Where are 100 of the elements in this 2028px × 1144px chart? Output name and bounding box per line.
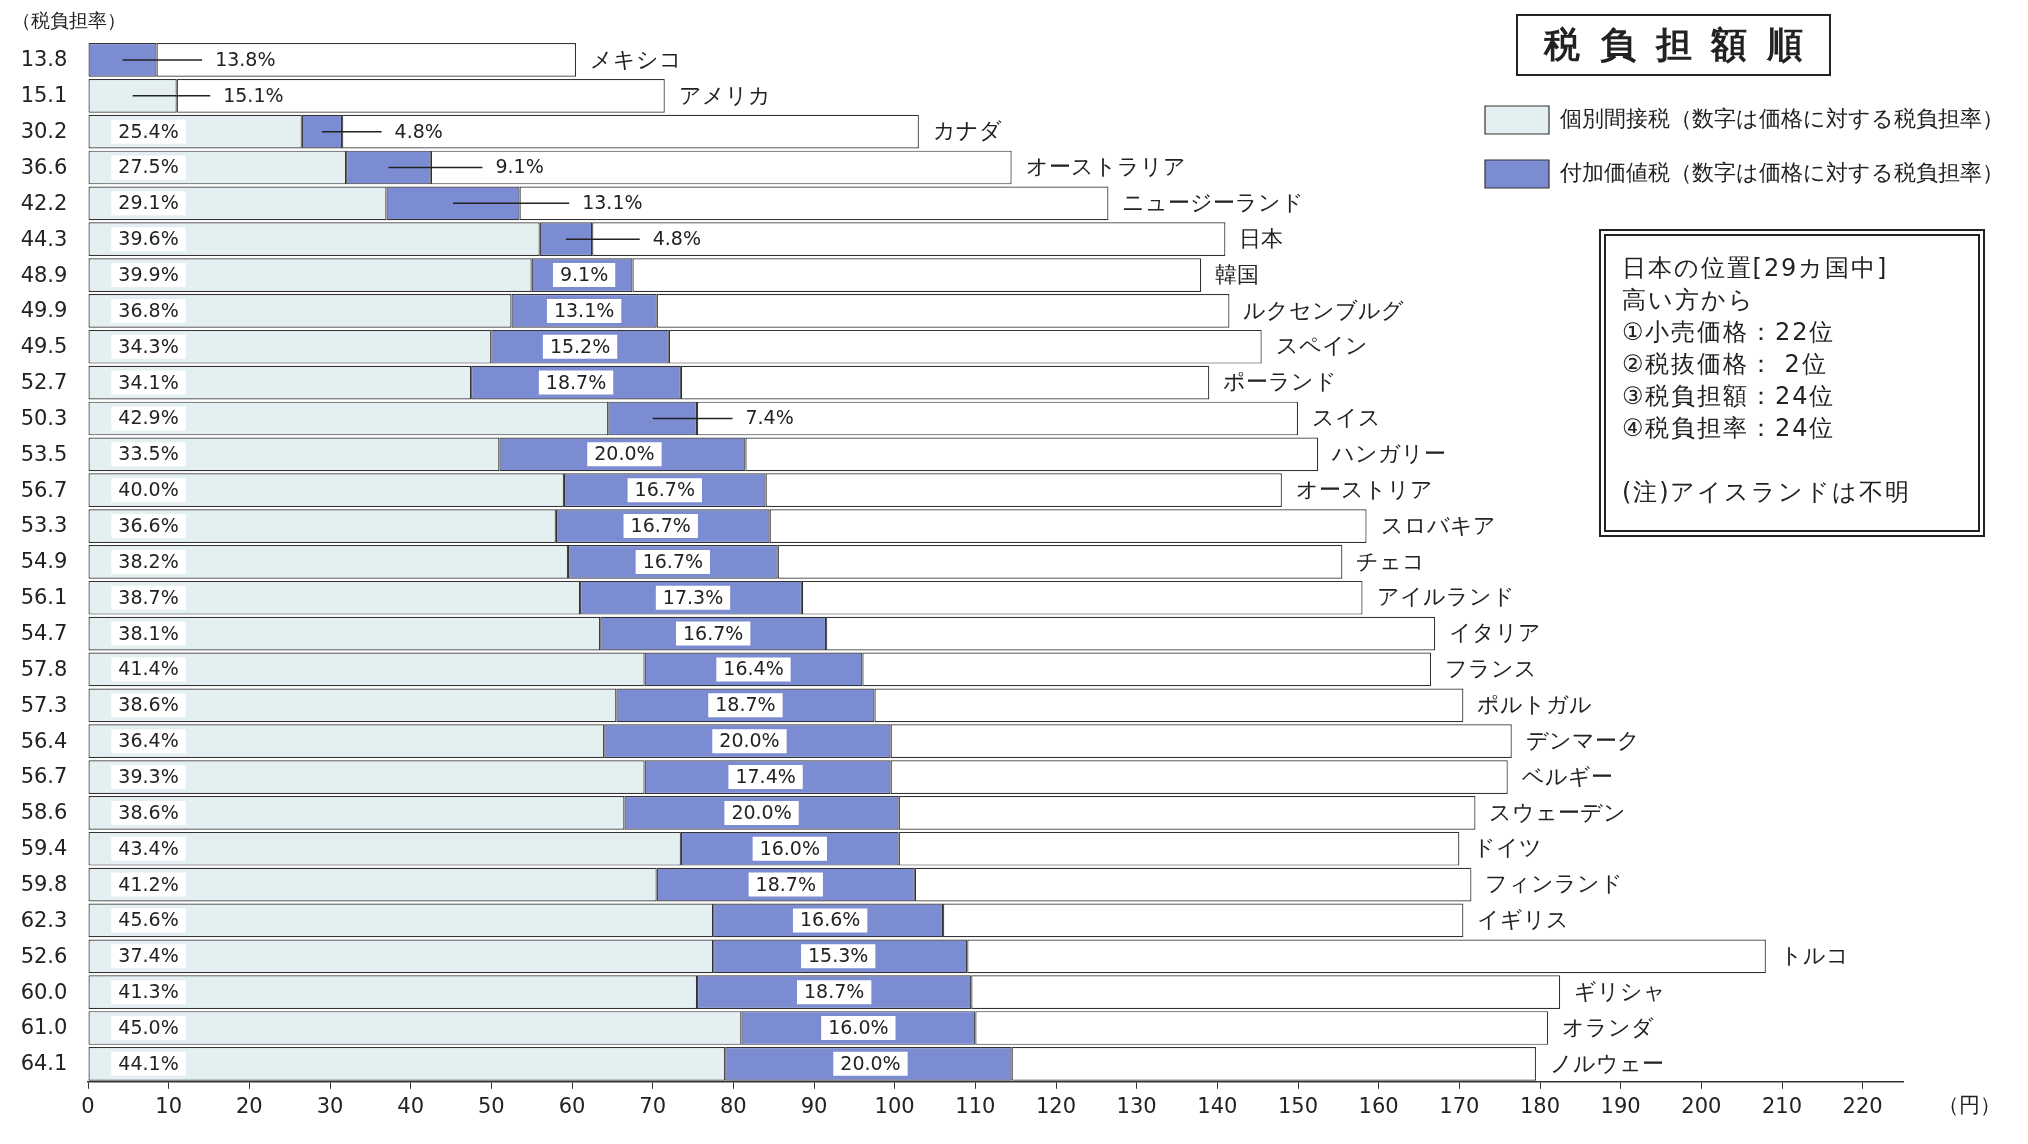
annotation: 日本の位置[29カ国中] bbox=[1622, 253, 1890, 284]
text: 56.7 bbox=[20, 477, 68, 502]
annotation: 40.0% bbox=[118, 478, 179, 501]
x-tick-label: 160 bbox=[1358, 1093, 1399, 1118]
y-tick-label: スロバキア bbox=[1380, 512, 1496, 538]
text: 60.0 bbox=[20, 979, 68, 1004]
x-tick-label: 110 bbox=[955, 1093, 996, 1118]
annotation: 38.6% bbox=[118, 800, 179, 823]
y-tick-label: イタリア bbox=[1449, 620, 1542, 646]
text: 59.4 bbox=[20, 836, 68, 861]
annotation: 16.7% bbox=[634, 478, 695, 501]
x-tick-label: 170 bbox=[1439, 1093, 1480, 1118]
text: 44.3 bbox=[20, 226, 68, 251]
annotation: 18.7% bbox=[715, 693, 776, 716]
text: 30.2 bbox=[20, 119, 68, 144]
annotation: 45.6% bbox=[118, 908, 179, 931]
annotation: 9.1% bbox=[495, 155, 544, 178]
annotation: 42.9% bbox=[118, 406, 179, 429]
annotation: 9.1% bbox=[559, 263, 609, 285]
annotation: 44.1% bbox=[118, 1051, 179, 1074]
annotation: 4.8% bbox=[652, 227, 702, 250]
text: 54.9 bbox=[20, 549, 68, 574]
annotation: 38.2% bbox=[118, 549, 179, 572]
text: 57.3 bbox=[20, 692, 68, 717]
x-tick-label: 10 bbox=[155, 1093, 183, 1118]
text: 52.7 bbox=[20, 370, 68, 395]
annotation: 41.2% bbox=[118, 872, 179, 895]
annotation: 18.7% bbox=[755, 872, 816, 895]
text: 42.2 bbox=[20, 190, 68, 215]
annotation: ④税負担率：24位 bbox=[1622, 413, 1837, 444]
x-tick-label: 50 bbox=[477, 1093, 505, 1118]
y-tick-label: フランス bbox=[1445, 656, 1538, 682]
y-tick-label: ベルギー bbox=[1521, 763, 1613, 789]
x-tick-label: 220 bbox=[1842, 1093, 1883, 1118]
annotation: 45.0% bbox=[118, 1015, 179, 1038]
y-tick-label: オーストリア bbox=[1295, 476, 1433, 502]
text: 58.6 bbox=[20, 800, 68, 825]
y-tick-label: アメリカ bbox=[678, 82, 771, 108]
y-tick-label: 韓国 bbox=[1215, 261, 1260, 287]
x-tick-label: 70 bbox=[639, 1093, 667, 1118]
y-tick-label: ギリシャ bbox=[1574, 978, 1667, 1004]
text: 53.3 bbox=[20, 513, 68, 538]
x-axis-title: （円） bbox=[1937, 1092, 2001, 1117]
y-tick-label: カナダ bbox=[932, 118, 1002, 144]
y-tick-label: アイルランド bbox=[1376, 584, 1515, 610]
annotation: 17.4% bbox=[735, 764, 796, 787]
y-tick-label: チェコ bbox=[1356, 548, 1426, 574]
annotation: 16.0% bbox=[759, 836, 820, 859]
y-tick-label: ハンガリー bbox=[1331, 441, 1447, 467]
annotation: 高い方から bbox=[1622, 285, 1756, 316]
legend-label: 個別間接税（数字は価格に対する税負担率） bbox=[1560, 105, 2004, 131]
text: 49.5 bbox=[20, 334, 68, 359]
y-tick-label: トルコ bbox=[1779, 943, 1849, 969]
annotation: 38.6% bbox=[118, 693, 179, 716]
chart-title: 税負担額順 bbox=[1516, 14, 1831, 76]
y-tick-label: オランダ bbox=[1562, 1014, 1655, 1040]
text: 56.1 bbox=[20, 585, 68, 610]
text: 13.8 bbox=[20, 47, 68, 72]
y-tick-label: ポルトガル bbox=[1477, 692, 1593, 718]
y-tick-label: メキシコ bbox=[590, 46, 683, 72]
text: 64.1 bbox=[20, 1051, 68, 1076]
text: 49.9 bbox=[20, 298, 68, 323]
annotation: 34.1% bbox=[118, 370, 179, 393]
y-tick-label: ニュージーランド bbox=[1122, 190, 1305, 216]
y-tick-label: スウェーデン bbox=[1489, 799, 1627, 825]
annotation: 20.0% bbox=[840, 1051, 901, 1074]
x-tick-label: 150 bbox=[1277, 1093, 1319, 1118]
text: 36.6 bbox=[20, 154, 68, 179]
annotation: 34.3% bbox=[118, 334, 179, 357]
x-tick-label: 90 bbox=[800, 1093, 828, 1118]
annotation: 38.7% bbox=[118, 585, 179, 608]
annotation: 39.6% bbox=[118, 227, 179, 250]
text: （税負担率） bbox=[12, 8, 126, 31]
annotation: 7.4% bbox=[745, 406, 794, 429]
annotation: 20.0% bbox=[594, 442, 655, 465]
annotation: 16.4% bbox=[723, 657, 784, 680]
annotation: 16.7% bbox=[630, 513, 691, 536]
annotation: 39.3% bbox=[118, 764, 179, 787]
text: 61.0 bbox=[20, 1015, 68, 1040]
annotation: 17.3% bbox=[662, 585, 724, 608]
annotation: 39.9% bbox=[118, 263, 179, 285]
x-tick-label: 200 bbox=[1681, 1093, 1722, 1118]
y-tick-label: ドイツ bbox=[1473, 835, 1543, 861]
annotation: 20.0% bbox=[719, 729, 780, 752]
annotation: 37.4% bbox=[118, 944, 179, 967]
text: 15.1 bbox=[20, 83, 68, 108]
annotation: 38.1% bbox=[118, 621, 179, 644]
annotation: 41.4% bbox=[118, 657, 179, 680]
annotation: 29.1% bbox=[118, 191, 179, 214]
text: 53.5 bbox=[20, 441, 68, 466]
annotation: 15.2% bbox=[549, 334, 611, 357]
x-tick-label: 60 bbox=[558, 1093, 586, 1118]
text: 56.7 bbox=[20, 764, 68, 789]
annotation: 43.4% bbox=[118, 836, 179, 859]
annotation: 13.1% bbox=[582, 191, 643, 214]
annotation: 4.8% bbox=[394, 119, 443, 142]
annotation: 13.1% bbox=[553, 298, 615, 321]
annotation: ②税抜価格： 2位 bbox=[1622, 349, 1829, 380]
annotation: 33.5% bbox=[118, 442, 179, 465]
x-tick-label: 20 bbox=[235, 1093, 263, 1118]
